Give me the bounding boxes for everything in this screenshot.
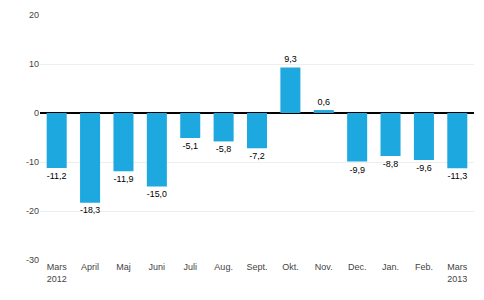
svg-text:Mars2012: Mars2012	[47, 262, 68, 284]
svg-text:-20: -20	[26, 206, 39, 216]
svg-text:Sept.: Sept.	[246, 262, 267, 272]
svg-text:Juli: Juli	[183, 262, 197, 272]
svg-text:-11,2: -11,2	[47, 171, 67, 181]
svg-text:-5,8: -5,8	[216, 144, 232, 154]
svg-text:Jan.: Jan.	[382, 262, 399, 272]
svg-text:-11,3: -11,3	[447, 171, 467, 181]
svg-text:Nov.: Nov.	[315, 262, 333, 272]
svg-text:-9,9: -9,9	[349, 165, 365, 175]
svg-text:-7,2: -7,2	[249, 151, 265, 161]
svg-text:20: 20	[29, 10, 39, 20]
svg-text:Dec.: Dec.	[348, 262, 367, 272]
svg-text:-10: -10	[26, 157, 39, 167]
svg-text:Okt.: Okt.	[282, 262, 299, 272]
svg-text:April: April	[81, 262, 99, 272]
svg-text:Maj: Maj	[116, 262, 131, 272]
svg-text:-30: -30	[26, 255, 39, 265]
svg-text:Mars2013: Mars2013	[447, 262, 468, 284]
svg-text:9,3: 9,3	[284, 54, 297, 64]
svg-text:-15,0: -15,0	[147, 189, 167, 199]
svg-text:-8,8: -8,8	[383, 159, 399, 169]
svg-text:10: 10	[29, 59, 39, 69]
svg-text:0: 0	[34, 108, 39, 118]
svg-text:Juni: Juni	[149, 262, 166, 272]
svg-text:Aug.: Aug.	[214, 262, 233, 272]
svg-text:Feb.: Feb.	[415, 262, 433, 272]
svg-text:-11,9: -11,9	[114, 174, 134, 184]
svg-text:-18,3: -18,3	[80, 205, 100, 215]
svg-text:-9,6: -9,6	[416, 163, 432, 173]
svg-text:0,6: 0,6	[318, 97, 331, 107]
svg-text:-5,1: -5,1	[182, 141, 198, 151]
